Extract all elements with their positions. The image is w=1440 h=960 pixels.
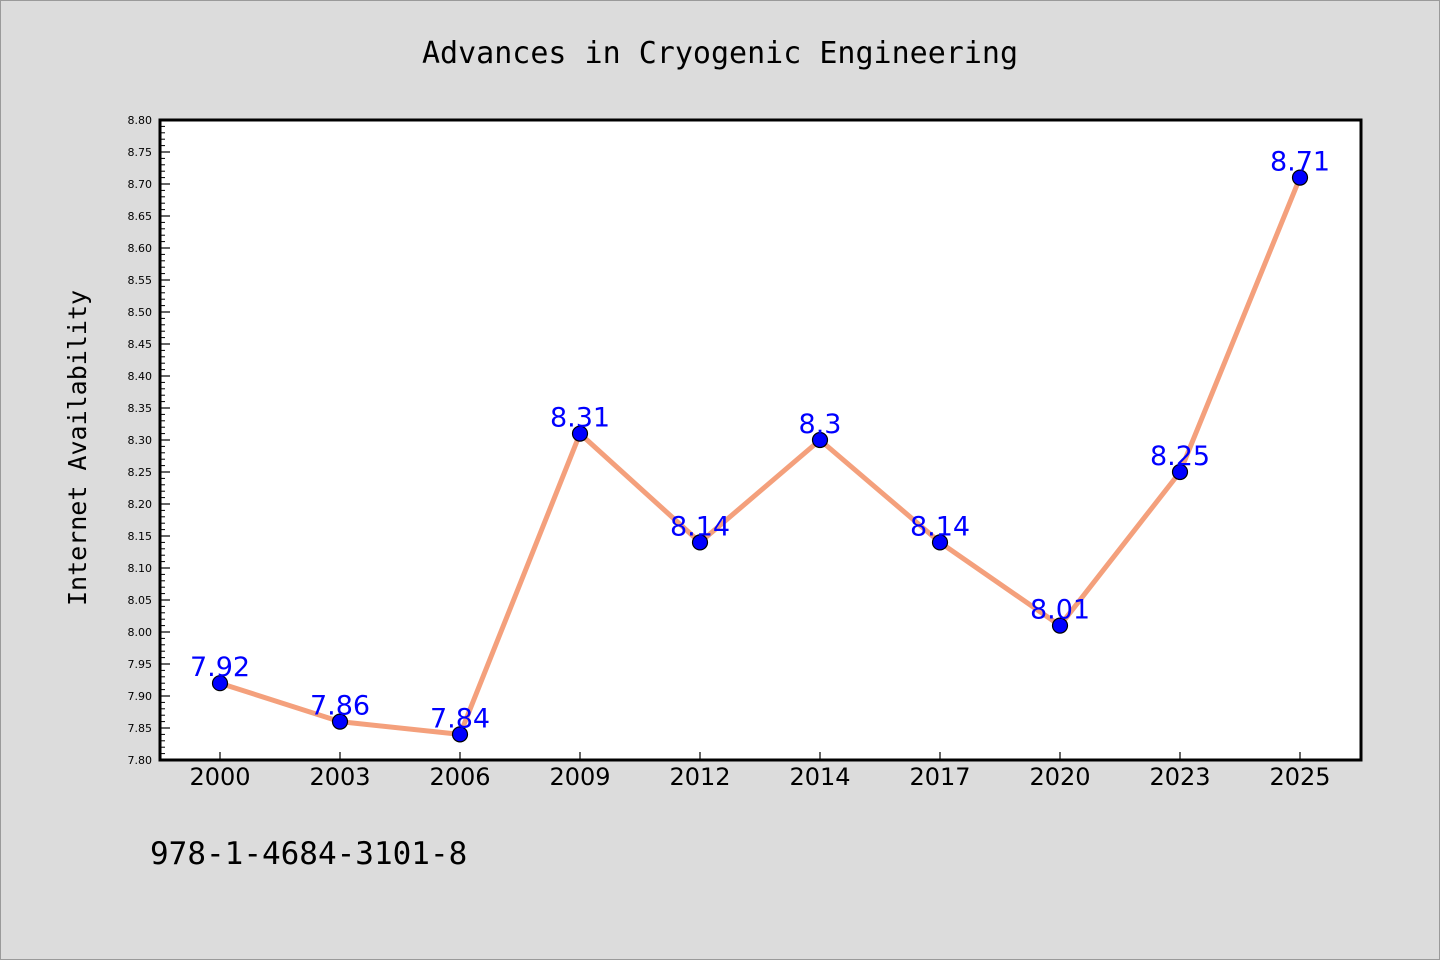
y-tick-label: 7.90 xyxy=(128,690,153,703)
data-label: 8.25 xyxy=(1150,441,1210,472)
data-point xyxy=(811,431,829,449)
y-tick-label: 8.25 xyxy=(128,466,153,479)
y-tick-label: 8.75 xyxy=(128,146,153,159)
x-tick-label: 2014 xyxy=(789,763,850,791)
chart-title: Advances in Cryogenic Engineering xyxy=(422,36,1018,71)
y-tick-label: 8.15 xyxy=(128,530,153,543)
isbn-text: 978-1-4684-3101-8 xyxy=(150,836,467,872)
y-tick-label: 8.60 xyxy=(128,242,153,255)
data-point xyxy=(211,675,229,692)
data-label: 8.01 xyxy=(1030,595,1090,626)
x-tick-label: 2023 xyxy=(1149,763,1210,791)
y-tick-label: 8.40 xyxy=(128,370,153,383)
x-tick-label: 2020 xyxy=(1029,763,1090,791)
x-tick-label: 2017 xyxy=(909,763,970,791)
y-tick-label: 8.20 xyxy=(128,498,153,511)
data-point xyxy=(691,534,709,551)
data-label: 7.84 xyxy=(430,703,490,734)
y-tick-label: 8.10 xyxy=(128,562,153,575)
data-point xyxy=(931,534,949,551)
data-label: 8.31 xyxy=(550,403,610,434)
data-label: 7.86 xyxy=(310,691,370,722)
data-label: 8.14 xyxy=(910,511,970,542)
y-tick-label: 8.35 xyxy=(128,402,153,415)
data-label: 8.71 xyxy=(1270,147,1330,178)
x-tick-label: 2025 xyxy=(1269,763,1330,791)
y-tick-label: 8.05 xyxy=(128,594,153,607)
y-tick-label: 8.00 xyxy=(128,626,153,639)
plot-area xyxy=(158,118,1363,762)
data-point xyxy=(1171,463,1189,481)
series-line xyxy=(217,175,1303,737)
y-axis-ticks: 7.80 7.85 7.90 7.95 8.00 8.05 8.10 8.15 8.20 8.25… xyxy=(128,114,170,767)
data-point xyxy=(451,726,469,743)
data-label: 8.14 xyxy=(670,511,730,542)
x-tick-label: 2003 xyxy=(309,763,370,791)
y-tick-label: 8.45 xyxy=(128,338,153,351)
y-tick-label: 8.80 xyxy=(128,114,153,127)
y-axis-label: Internet Availability xyxy=(63,290,92,606)
y-tick-label: 8.30 xyxy=(128,434,153,447)
y-tick-label: 7.85 xyxy=(128,722,153,735)
data-label: 8.3 xyxy=(799,409,842,440)
y-tick-label: 8.65 xyxy=(128,210,153,223)
y-tick-label: 7.95 xyxy=(128,658,153,671)
y-tick-label: 8.70 xyxy=(128,178,153,191)
x-tick-label: 2009 xyxy=(549,763,610,791)
y-tick-label: 8.55 xyxy=(128,274,153,287)
data-point xyxy=(331,713,349,730)
y-tick-label: 7.80 xyxy=(128,754,153,767)
series-layer: 7.92 7.86 7.84 8.31 8.14 8.3 8.14 8.01 8.25 8.71 xyxy=(190,147,1330,743)
data-point xyxy=(1291,169,1309,186)
data-label: 7.92 xyxy=(190,652,250,683)
x-axis-ticks: 2000 2003 2006 2009 2012 2014 2017 2020 2023 2025 xyxy=(189,752,1331,791)
x-tick-label: 2006 xyxy=(429,763,490,791)
x-tick-label: 2000 xyxy=(189,763,250,791)
x-tick-label: 2012 xyxy=(669,763,730,791)
y-tick-label: 8.50 xyxy=(128,306,153,319)
data-point xyxy=(571,425,589,442)
data-point xyxy=(1051,617,1069,634)
